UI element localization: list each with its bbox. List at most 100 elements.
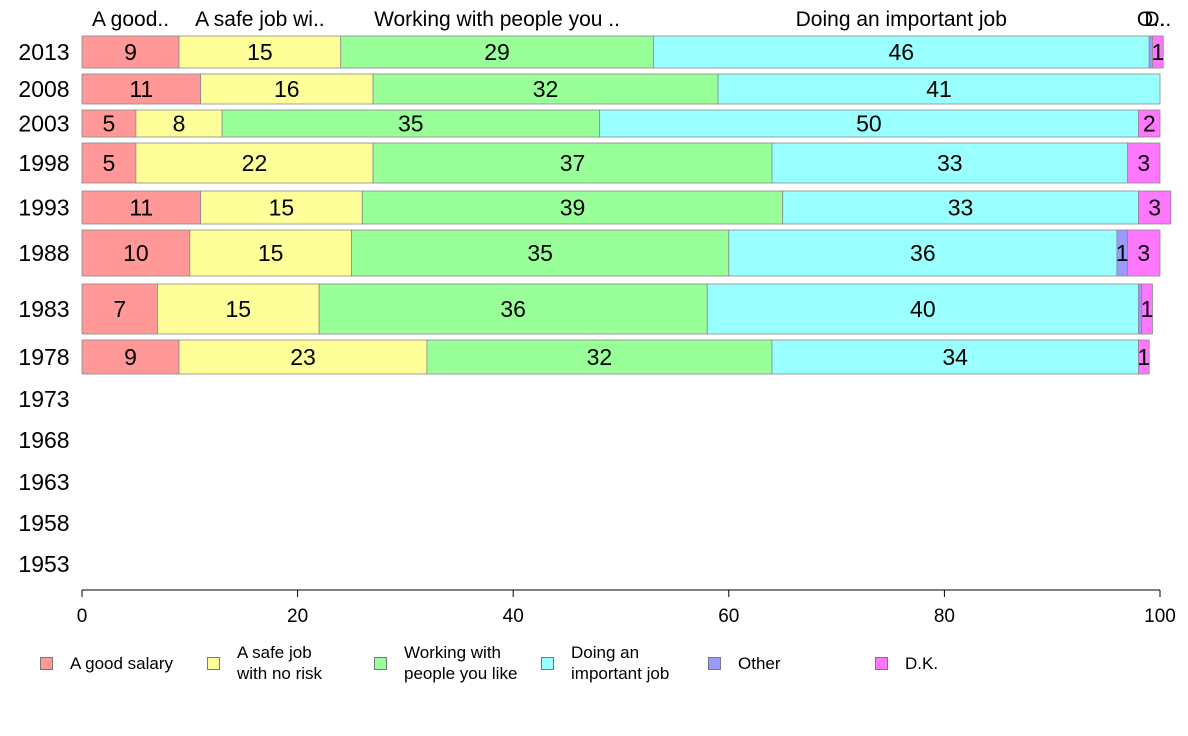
legend-swatch bbox=[40, 656, 53, 670]
data-label: 9 bbox=[124, 344, 137, 370]
legend-item: A good salary bbox=[40, 640, 173, 686]
bar-segment bbox=[81, 283, 158, 335]
legend-item: Other bbox=[708, 640, 781, 686]
series-top-label: Doing an important job bbox=[796, 8, 1007, 31]
data-label: 11 bbox=[129, 76, 153, 102]
legend-swatch bbox=[541, 656, 554, 670]
data-label: 10 bbox=[123, 240, 149, 266]
bar-segment bbox=[361, 190, 784, 225]
y-tick-label: 2013 bbox=[18, 39, 69, 65]
legend-swatch bbox=[708, 656, 721, 670]
y-tick-label: 1988 bbox=[18, 240, 69, 266]
bar-segment bbox=[717, 73, 1161, 105]
data-label: 33 bbox=[937, 150, 963, 176]
series-top-label: A good.. bbox=[92, 8, 169, 31]
bar-segment bbox=[81, 73, 201, 105]
data-label: 3 bbox=[1137, 240, 1150, 266]
data-label: 40 bbox=[910, 296, 936, 322]
x-tick-label: 60 bbox=[718, 606, 739, 627]
legend-item: D.K. bbox=[875, 640, 938, 686]
y-tick-label: 2008 bbox=[18, 76, 69, 102]
data-label: 29 bbox=[484, 39, 510, 65]
legend-swatch bbox=[374, 656, 387, 670]
data-label: 35 bbox=[527, 240, 553, 266]
bar-segment bbox=[351, 229, 730, 277]
data-label: 33 bbox=[948, 195, 974, 221]
y-tick-label: 1998 bbox=[18, 150, 69, 176]
bar-segment bbox=[1138, 109, 1161, 138]
data-label: 32 bbox=[587, 344, 613, 370]
y-tick-label: 1983 bbox=[18, 296, 69, 322]
legend-label: Other bbox=[738, 653, 781, 673]
legend-label: A good salary bbox=[70, 653, 174, 673]
data-label: 15 bbox=[258, 240, 284, 266]
bar-segment bbox=[771, 142, 1129, 184]
bar-segment bbox=[372, 142, 773, 184]
data-label: 5 bbox=[103, 111, 116, 137]
bar-segment bbox=[178, 35, 342, 69]
bar-segment bbox=[221, 109, 600, 138]
legend-label: Doing an important job bbox=[571, 643, 670, 683]
x-tick-label: 100 bbox=[1144, 606, 1176, 627]
y-tick-label: 1958 bbox=[18, 510, 69, 536]
y-tick-label: 1963 bbox=[18, 469, 69, 495]
data-label: 7 bbox=[113, 296, 126, 322]
series-top-label: O.. bbox=[1137, 8, 1165, 31]
legend-label: Working with people you like bbox=[404, 643, 518, 683]
data-label: 15 bbox=[247, 39, 273, 65]
legend-label: D.K. bbox=[905, 653, 939, 673]
data-label: 41 bbox=[926, 76, 952, 102]
data-label: 15 bbox=[269, 195, 295, 221]
data-label: 2 bbox=[1143, 111, 1156, 137]
data-label: 35 bbox=[398, 111, 424, 137]
legend: A good salary A safe job with no risk Work… bbox=[0, 640, 1188, 700]
legend-swatch bbox=[875, 656, 888, 670]
bar-segment bbox=[372, 73, 719, 105]
bar-segment bbox=[771, 339, 1139, 375]
bar-segment bbox=[1138, 190, 1172, 225]
legend-item: A safe job with no risk bbox=[207, 640, 322, 686]
data-label: 1 bbox=[1137, 344, 1150, 370]
bar-segment bbox=[81, 190, 201, 225]
y-tick-label: 1993 bbox=[18, 195, 69, 221]
y-tick-label: 1968 bbox=[18, 427, 69, 453]
legend-label: A safe job with no risk bbox=[237, 643, 323, 683]
bar-segment bbox=[1127, 229, 1161, 277]
data-label: 15 bbox=[226, 296, 252, 322]
bar-segment bbox=[782, 190, 1139, 225]
data-label: 22 bbox=[242, 150, 268, 176]
x-tick-label: 80 bbox=[934, 606, 955, 627]
bar-segment bbox=[81, 339, 180, 375]
data-label: 11 bbox=[129, 195, 153, 221]
data-label: 50 bbox=[856, 111, 882, 137]
x-tick-label: 20 bbox=[287, 606, 308, 627]
series-top-label: A safe job wi.. bbox=[195, 8, 325, 31]
bar-segment bbox=[1138, 339, 1150, 375]
bar-segment bbox=[157, 283, 320, 335]
data-label: 9 bbox=[124, 39, 137, 65]
series-top-label: Working with people you .. bbox=[374, 8, 620, 31]
bar-segment bbox=[200, 190, 363, 225]
bar-segment bbox=[706, 283, 1139, 335]
data-label: 5 bbox=[103, 150, 116, 176]
legend-swatch bbox=[207, 656, 220, 670]
data-label: 39 bbox=[560, 195, 586, 221]
bar-segment bbox=[728, 229, 1118, 277]
data-label: 36 bbox=[500, 296, 526, 322]
bar-segment bbox=[426, 339, 773, 375]
bar-segment bbox=[200, 73, 374, 105]
bar-segment bbox=[81, 109, 137, 138]
data-label: 16 bbox=[274, 76, 300, 102]
x-tick-label: 40 bbox=[503, 606, 524, 627]
data-label: 36 bbox=[910, 240, 936, 266]
data-label: 1 bbox=[1116, 240, 1129, 266]
data-label: 34 bbox=[942, 344, 968, 370]
bar-segment bbox=[189, 229, 352, 277]
data-label: 37 bbox=[560, 150, 586, 176]
data-label: 1 bbox=[1141, 296, 1154, 322]
bar-segment bbox=[135, 142, 374, 184]
y-tick-label: 2003 bbox=[18, 111, 69, 137]
legend-item: Working with people you like bbox=[374, 640, 517, 686]
series-top-label: D.. bbox=[1144, 8, 1171, 31]
